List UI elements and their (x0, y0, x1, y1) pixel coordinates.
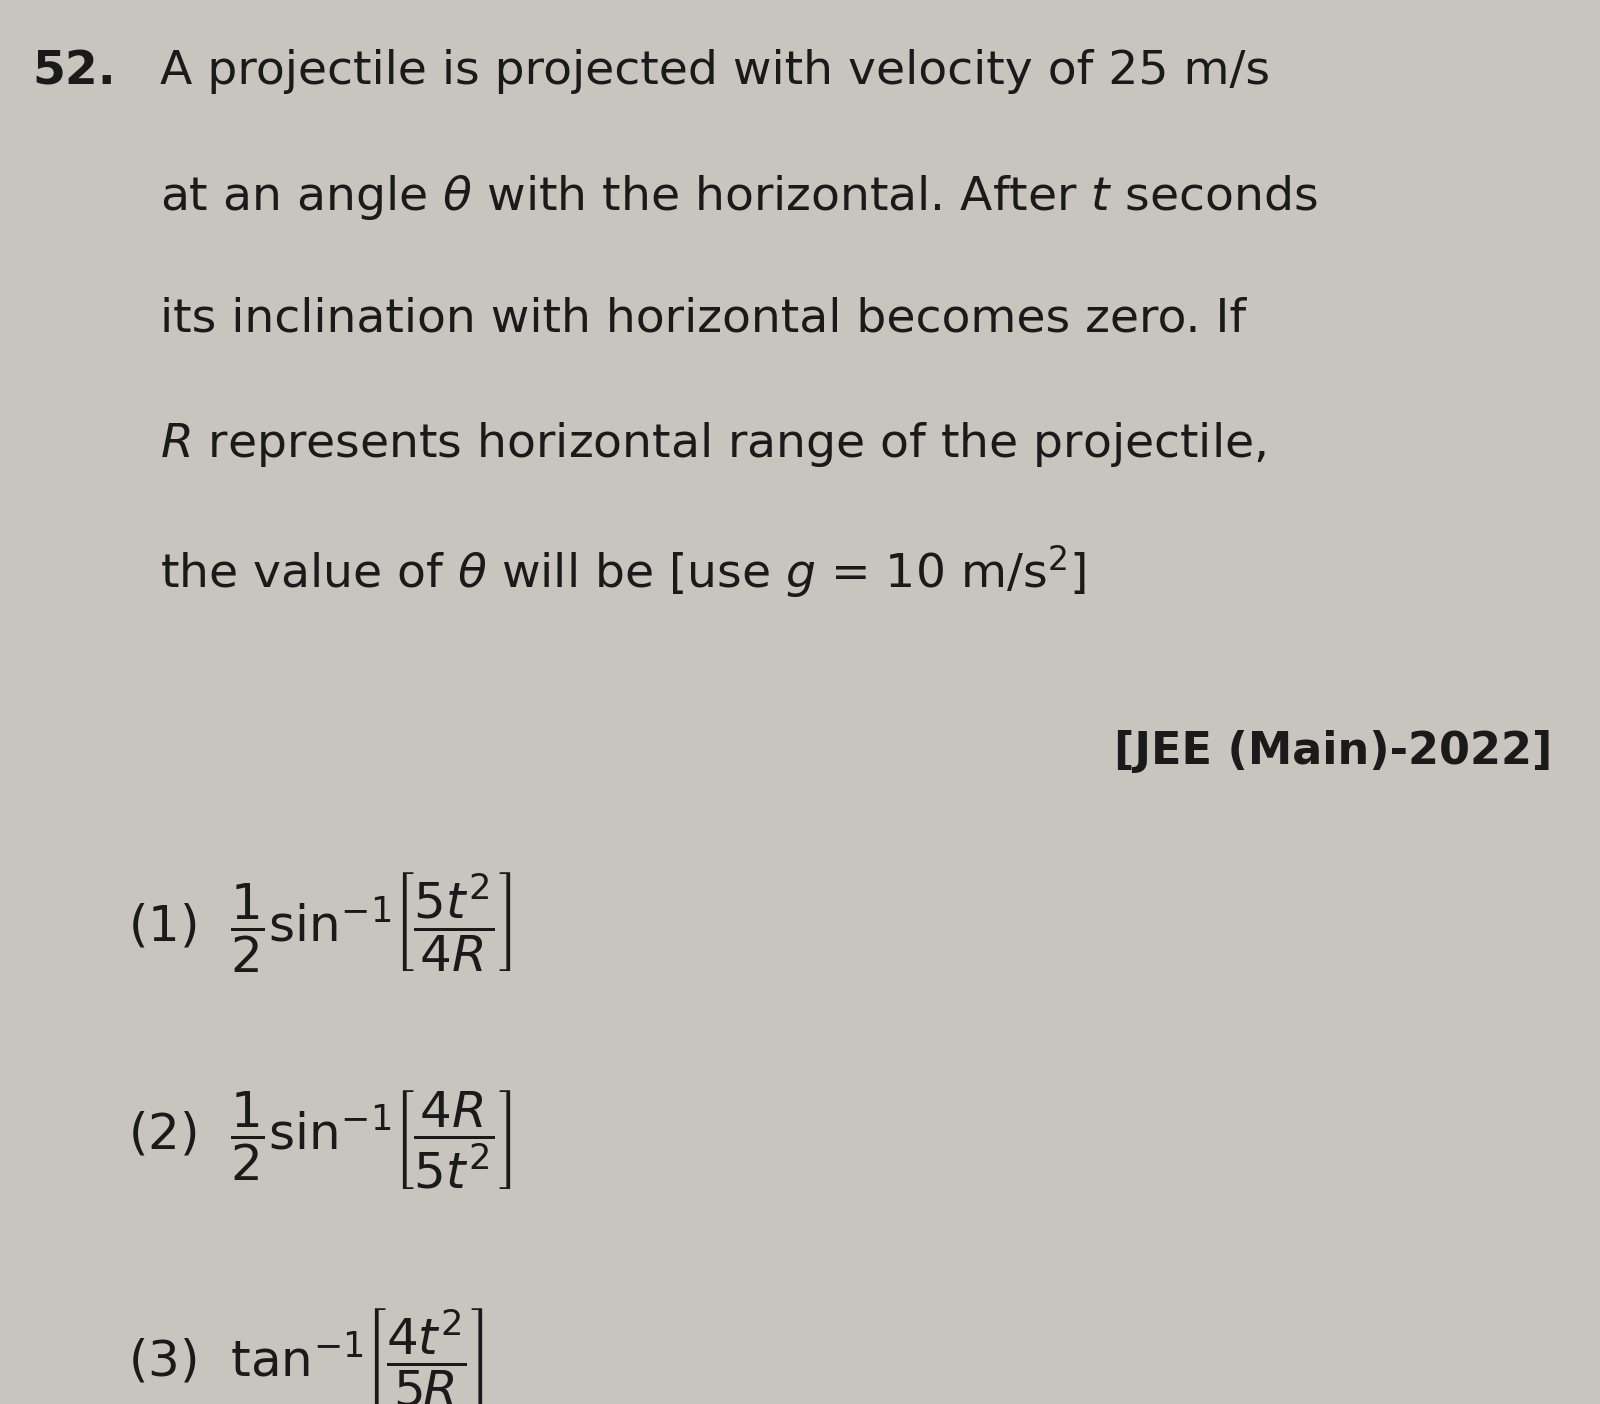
Text: (3)  $\tan^{-1}\!\left[\dfrac{4t^2}{5R}\right]$: (3) $\tan^{-1}\!\left[\dfrac{4t^2}{5R}\r… (128, 1306, 483, 1404)
Text: [JEE (Main)-2022]: [JEE (Main)-2022] (1114, 730, 1552, 774)
Text: 52.: 52. (32, 49, 115, 94)
Text: the value of $\theta$ will be [use $g$ = 10 m/s$^2$]: the value of $\theta$ will be [use $g$ =… (160, 543, 1086, 601)
Text: (1)  $\dfrac{1}{2}\sin^{-1}\!\left[\dfrac{5t^2}{4R}\right]$: (1) $\dfrac{1}{2}\sin^{-1}\!\left[\dfrac… (128, 870, 512, 974)
Text: at an angle $\theta$ with the horizontal. After $t$ seconds: at an angle $\theta$ with the horizontal… (160, 173, 1317, 222)
Text: $R$ represents horizontal range of the projectile,: $R$ represents horizontal range of the p… (160, 420, 1266, 469)
Text: A projectile is projected with velocity of 25 m/s: A projectile is projected with velocity … (160, 49, 1270, 94)
Text: (2)  $\dfrac{1}{2}\sin^{-1}\!\left[\dfrac{4R}{5t^2}\right]$: (2) $\dfrac{1}{2}\sin^{-1}\!\left[\dfrac… (128, 1088, 512, 1191)
Text: its inclination with horizontal becomes zero. If: its inclination with horizontal becomes … (160, 296, 1246, 341)
